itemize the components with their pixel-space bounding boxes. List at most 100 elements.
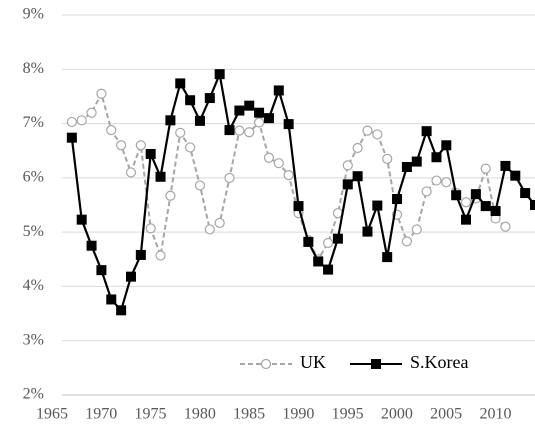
marker xyxy=(106,294,117,305)
marker xyxy=(382,252,393,263)
marker xyxy=(185,142,196,153)
marker xyxy=(254,107,265,118)
marker xyxy=(342,160,353,171)
marker xyxy=(135,140,146,151)
marker xyxy=(224,125,235,136)
marker xyxy=(273,85,284,96)
marker xyxy=(401,236,412,247)
marker xyxy=(125,271,136,282)
x-tick-label: 1990 xyxy=(282,406,314,423)
marker xyxy=(194,180,206,191)
marker xyxy=(392,194,403,205)
marker xyxy=(234,105,245,116)
marker xyxy=(371,359,381,369)
marker xyxy=(214,217,225,229)
marker xyxy=(500,160,511,171)
series-line xyxy=(70,70,535,313)
marker xyxy=(303,236,314,247)
marker xyxy=(86,240,97,251)
marker xyxy=(155,250,166,261)
marker xyxy=(273,158,284,169)
x-tick-label: 1965 xyxy=(36,406,68,423)
marker xyxy=(253,117,265,128)
marker xyxy=(342,179,353,190)
marker xyxy=(332,233,343,244)
y-tick-label: 2% xyxy=(23,386,44,403)
marker xyxy=(352,171,363,182)
marker xyxy=(283,170,294,181)
marker xyxy=(204,224,215,235)
marker xyxy=(263,152,275,163)
legend-label: UK xyxy=(300,352,326,372)
y-tick-label: 7% xyxy=(23,114,44,131)
marker xyxy=(460,197,472,208)
marker xyxy=(480,201,491,212)
marker xyxy=(293,201,304,212)
marker xyxy=(263,113,274,124)
marker xyxy=(175,78,186,89)
marker xyxy=(461,214,472,225)
x-tick-label: 1975 xyxy=(135,406,167,423)
x-tick-label: 2000 xyxy=(381,406,413,423)
marker xyxy=(194,115,205,126)
marker xyxy=(500,221,511,232)
marker xyxy=(283,119,294,130)
marker xyxy=(96,88,107,99)
marker xyxy=(520,188,531,199)
x-tick-label: 1985 xyxy=(233,406,265,423)
marker xyxy=(66,116,77,128)
marker xyxy=(411,156,422,167)
x-tick-label: 1980 xyxy=(184,406,216,423)
x-tick-label: 2010 xyxy=(479,406,511,423)
marker xyxy=(401,162,412,172)
x-tick-label: 2005 xyxy=(430,406,462,423)
marker xyxy=(490,205,501,216)
marker xyxy=(116,305,127,316)
marker xyxy=(362,226,373,237)
y-tick-label: 6% xyxy=(23,169,44,186)
x-tick-label: 1970 xyxy=(85,406,117,423)
y-tick-label: 9% xyxy=(23,6,44,23)
marker xyxy=(165,115,176,126)
y-tick-label: 8% xyxy=(23,60,44,77)
marker xyxy=(431,175,442,186)
marker xyxy=(185,95,196,106)
marker xyxy=(441,177,452,188)
marker xyxy=(421,126,432,137)
marker xyxy=(244,100,255,111)
marker xyxy=(76,214,87,225)
marker xyxy=(372,129,383,140)
legend: UK S.Korea xyxy=(232,346,532,382)
marker xyxy=(372,200,383,211)
marker xyxy=(382,153,393,164)
y-tick-label: 3% xyxy=(23,331,44,348)
marker xyxy=(322,237,334,249)
marker xyxy=(175,127,186,138)
marker xyxy=(470,189,481,200)
marker xyxy=(76,115,87,126)
marker xyxy=(441,140,452,151)
marker xyxy=(480,163,491,174)
y-tick-label: 4% xyxy=(23,277,44,294)
marker xyxy=(313,256,324,267)
x-tick-label: 1995 xyxy=(332,406,364,423)
marker xyxy=(204,93,215,104)
marker xyxy=(106,124,117,136)
marker xyxy=(125,167,137,178)
marker xyxy=(244,127,255,138)
marker xyxy=(234,125,245,136)
marker xyxy=(431,152,442,163)
marker xyxy=(510,170,521,181)
marker xyxy=(135,249,146,260)
marker xyxy=(530,200,535,210)
marker xyxy=(214,69,225,80)
marker xyxy=(66,132,77,143)
marker xyxy=(165,190,176,201)
marker xyxy=(362,125,373,136)
marker xyxy=(145,223,156,234)
legend-label: S.Korea xyxy=(410,352,468,372)
marker xyxy=(155,171,166,182)
marker xyxy=(411,224,422,235)
y-tick-label: 5% xyxy=(23,223,44,240)
marker xyxy=(323,264,334,275)
